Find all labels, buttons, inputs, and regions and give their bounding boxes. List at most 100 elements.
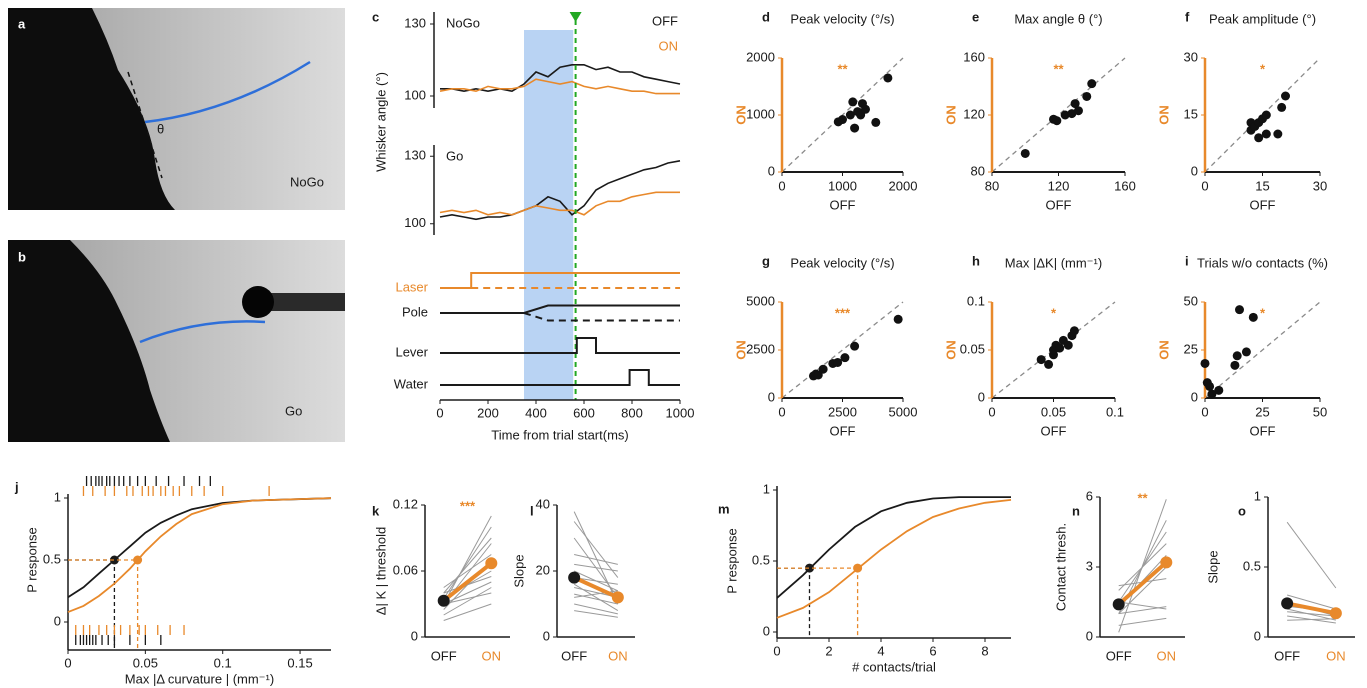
panel-title: Max angle θ (°) bbox=[1014, 11, 1102, 26]
y-axis-label: P response bbox=[24, 527, 39, 593]
x-tick-label: 2000 bbox=[889, 178, 918, 193]
x-axis-label: OFF bbox=[1250, 423, 1276, 438]
y-tick-label: 0.05 bbox=[960, 341, 985, 356]
pole bbox=[258, 293, 345, 311]
y-axis-label: Slope bbox=[511, 554, 526, 587]
significance: *** bbox=[835, 305, 851, 320]
subject-line bbox=[574, 593, 618, 605]
x-axis-label: Time from trial start(ms) bbox=[491, 427, 628, 442]
mouse-silhouette bbox=[8, 8, 175, 210]
threshold-point bbox=[805, 563, 814, 573]
mean-point bbox=[611, 591, 624, 604]
y-tick-label: 120 bbox=[963, 106, 985, 121]
mean-point bbox=[1112, 598, 1125, 611]
x-tick-label: 2 bbox=[825, 643, 832, 658]
significance: * bbox=[1051, 305, 1057, 320]
significance: ** bbox=[1053, 61, 1064, 76]
significance: *** bbox=[460, 498, 476, 513]
panel-title: Peak velocity (°/s) bbox=[790, 11, 894, 26]
x-tick-label: 0.15 bbox=[287, 655, 312, 670]
identity-line bbox=[991, 57, 1126, 173]
y-tick-label: 80 bbox=[971, 163, 985, 178]
x-tick-label: 0 bbox=[773, 643, 780, 658]
x-tick-label: 2500 bbox=[828, 404, 857, 419]
panel-letter: l bbox=[530, 503, 534, 518]
x-axis-label: # contacts/trial bbox=[852, 659, 936, 674]
x-tick-label: 0.1 bbox=[1106, 404, 1124, 419]
data-point bbox=[840, 353, 850, 363]
y-axis-label: Slope bbox=[1205, 550, 1220, 583]
x-axis-label: OFF bbox=[1046, 197, 1072, 212]
y-tick-label: 0 bbox=[978, 389, 985, 404]
subject-line bbox=[443, 576, 492, 594]
y-tick-label: 2000 bbox=[746, 49, 775, 64]
x-tick-label: 0 bbox=[436, 405, 443, 420]
legend-entry: OFF bbox=[652, 13, 678, 28]
subject-line bbox=[443, 554, 492, 588]
x-axis-label: OFF bbox=[830, 197, 856, 212]
data-point bbox=[1073, 106, 1083, 116]
x-tick-label: 50 bbox=[1313, 404, 1327, 419]
panel-letter: b bbox=[18, 249, 26, 264]
mean-point bbox=[1160, 556, 1173, 569]
panel-letter: d bbox=[762, 9, 770, 24]
cue-marker bbox=[569, 12, 582, 22]
data-point bbox=[1055, 343, 1065, 353]
subject-line bbox=[1118, 566, 1167, 615]
data-point bbox=[1232, 351, 1242, 361]
x-tick-label: 400 bbox=[525, 405, 547, 420]
y-tick-label: 0 bbox=[1254, 628, 1261, 643]
subject-line bbox=[443, 592, 492, 605]
panel-letter: o bbox=[1238, 503, 1246, 518]
x-tick-label: OFF bbox=[1274, 648, 1300, 663]
data-point bbox=[1254, 133, 1264, 143]
significance: * bbox=[1260, 61, 1266, 76]
y-tick-label: 0 bbox=[1191, 389, 1198, 404]
x-tick-label: 1000 bbox=[828, 178, 857, 193]
trace-label: Laser bbox=[395, 279, 428, 294]
data-point bbox=[1205, 381, 1215, 391]
subject-line bbox=[573, 583, 619, 612]
data-point bbox=[1087, 79, 1097, 89]
mean-point bbox=[1329, 607, 1342, 620]
x-tick-label: ON bbox=[608, 648, 628, 663]
y-tick-label: 100 bbox=[404, 87, 426, 102]
angle-reference bbox=[127, 71, 163, 179]
data-point bbox=[1200, 358, 1210, 368]
subject-line bbox=[443, 581, 492, 605]
subject-line bbox=[1118, 601, 1167, 610]
mean-line bbox=[573, 575, 619, 600]
fit-curve bbox=[776, 496, 1011, 599]
data-point bbox=[1277, 102, 1287, 112]
subject-line bbox=[573, 511, 619, 605]
data-point bbox=[1248, 312, 1258, 322]
x-axis-label: OFF bbox=[1250, 197, 1276, 212]
y-tick-label: 50 bbox=[1184, 293, 1198, 308]
trace-label: Lever bbox=[395, 344, 428, 359]
whisker-trace bbox=[139, 320, 266, 344]
image-annotation: θ bbox=[157, 121, 164, 136]
y-tick-label: 130 bbox=[404, 148, 426, 163]
x-tick-label: 0 bbox=[1201, 404, 1208, 419]
whisker-photo bbox=[8, 8, 345, 210]
y-tick-label: 3 bbox=[1086, 558, 1093, 573]
threshold-point bbox=[109, 555, 119, 565]
data-point bbox=[1230, 360, 1240, 370]
data-point bbox=[848, 97, 858, 107]
x-tick-label: ON bbox=[482, 648, 502, 663]
identity-line bbox=[1204, 301, 1321, 399]
y-tick-label: 0.5 bbox=[752, 552, 770, 567]
mean-line bbox=[1117, 560, 1168, 606]
significance: ** bbox=[1137, 490, 1148, 505]
mean-point bbox=[568, 571, 581, 584]
x-tick-label: 600 bbox=[573, 405, 595, 420]
x-tick-label: 120 bbox=[1048, 178, 1070, 193]
x-tick-label: 0.05 bbox=[133, 655, 158, 670]
y-tick-label: 25 bbox=[1184, 341, 1198, 356]
panel-letter: k bbox=[372, 503, 380, 518]
panel-title: Peak amplitude (°) bbox=[1209, 11, 1316, 26]
panel-letter: c bbox=[372, 9, 379, 24]
y-tick-label: 0 bbox=[1191, 163, 1198, 178]
trace bbox=[440, 337, 680, 354]
subject-line bbox=[1286, 521, 1337, 589]
